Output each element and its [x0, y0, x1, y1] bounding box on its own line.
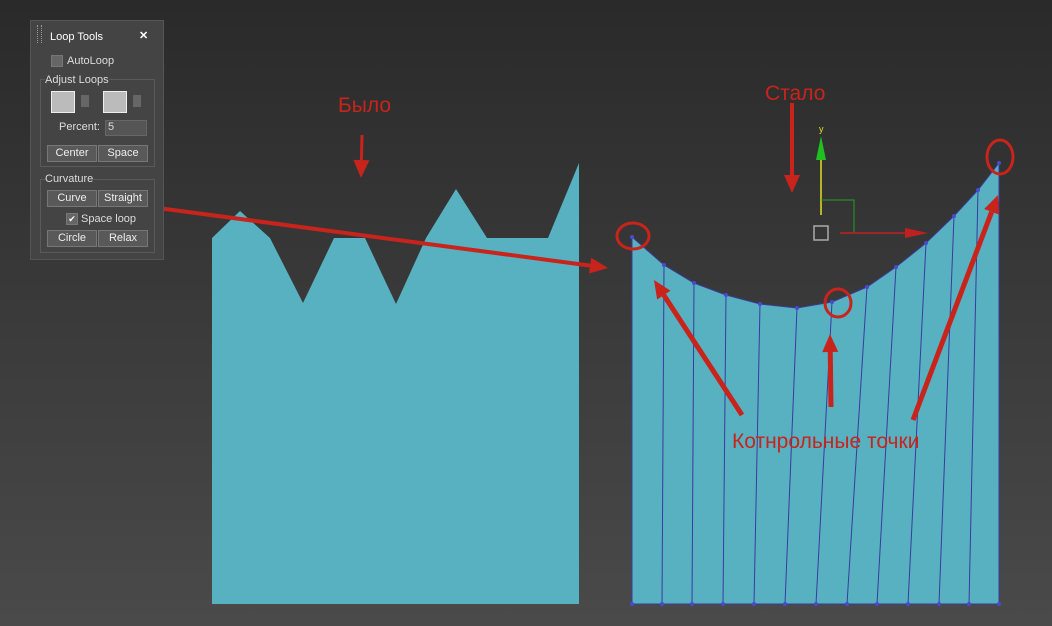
vertex	[814, 602, 818, 606]
gizmo-y-arrow	[816, 136, 826, 160]
arrow-head	[984, 195, 1000, 215]
arrow-line	[97, 198, 591, 268]
vertex	[937, 602, 941, 606]
percent-input[interactable]: 5	[105, 120, 147, 136]
arrow-head	[654, 280, 671, 300]
vertex	[830, 300, 834, 304]
vertex	[795, 306, 799, 310]
arrow-head	[784, 175, 800, 193]
gizmo-x-arrow	[905, 228, 928, 238]
vertex	[692, 281, 696, 285]
arrow-head	[353, 159, 370, 178]
arrow-head	[822, 334, 839, 353]
loop-icon[interactable]	[103, 91, 127, 113]
spinner[interactable]	[81, 95, 89, 107]
annotation-before: Было	[338, 94, 392, 117]
checkbox[interactable]	[51, 55, 63, 67]
vertex	[865, 285, 869, 289]
vertex	[783, 602, 787, 606]
autoloop-label: AutoLoop	[67, 55, 115, 67]
circle-mark	[823, 287, 853, 319]
vertex	[952, 214, 956, 218]
gizmo: y	[813, 124, 928, 241]
vertex	[662, 263, 666, 267]
edge	[784, 307, 798, 605]
gizmo-center	[813, 225, 829, 241]
edge	[753, 303, 761, 605]
circle-mark	[615, 221, 651, 251]
group-box	[40, 179, 155, 253]
vertex	[875, 602, 879, 606]
straight-button[interactable]: Straight	[98, 190, 148, 207]
vertex	[997, 161, 1001, 165]
mesh-before	[212, 163, 579, 604]
close-button[interactable]: ✕	[139, 30, 149, 42]
mesh-after	[631, 161, 1000, 605]
group-title: Curvature	[45, 173, 94, 185]
circle-button[interactable]: Circle	[47, 230, 97, 247]
vertex	[845, 602, 849, 606]
arrow-head	[589, 257, 608, 274]
vertex	[967, 602, 971, 606]
vertex	[630, 235, 634, 239]
panel-title: Loop Tools	[50, 31, 104, 43]
arrow-line	[827, 351, 834, 408]
curve-button[interactable]: Curve	[47, 190, 97, 207]
arrow-line	[661, 293, 745, 417]
space-button[interactable]: Space	[98, 145, 148, 162]
edge	[907, 242, 927, 605]
vertex	[758, 302, 762, 306]
vertex	[906, 602, 910, 606]
loop-icon[interactable]	[51, 91, 75, 113]
annotation-control-points: Котнрольные точки	[732, 430, 920, 453]
vertex	[660, 602, 664, 606]
edge	[938, 215, 955, 605]
vertex	[752, 602, 756, 606]
edge	[661, 264, 665, 605]
annotation-arrows	[97, 103, 1000, 421]
vertex	[997, 602, 1001, 606]
circle-mark	[985, 138, 1015, 176]
relax-button[interactable]: Relax	[98, 230, 148, 247]
edge	[968, 189, 979, 605]
vertex	[894, 265, 898, 269]
gizmo-y-label: y	[819, 124, 824, 134]
gizmo-plane	[821, 199, 855, 233]
percent-label: Percent:	[59, 121, 100, 133]
arrow-line	[359, 134, 364, 161]
loop-tools-panel: Loop Tools ✕ AutoLoop Adjust Loops Perce…	[30, 20, 164, 260]
vertex	[976, 188, 980, 192]
space-loop-label: Space loop	[81, 213, 137, 225]
vertex	[724, 293, 728, 297]
edge	[722, 294, 727, 605]
edge	[876, 266, 897, 605]
vertex	[721, 602, 725, 606]
spinner[interactable]	[133, 95, 141, 107]
edge	[846, 286, 868, 605]
checkbox-checked[interactable]: ✔	[66, 213, 78, 225]
center-button[interactable]: Center	[47, 145, 97, 162]
group-title: Adjust Loops	[45, 74, 109, 86]
grip	[37, 25, 42, 43]
vertex	[690, 602, 694, 606]
arrow-line	[910, 210, 994, 421]
vertex	[630, 602, 634, 606]
annotation-after: Стало	[765, 82, 826, 105]
vertex	[924, 241, 928, 245]
